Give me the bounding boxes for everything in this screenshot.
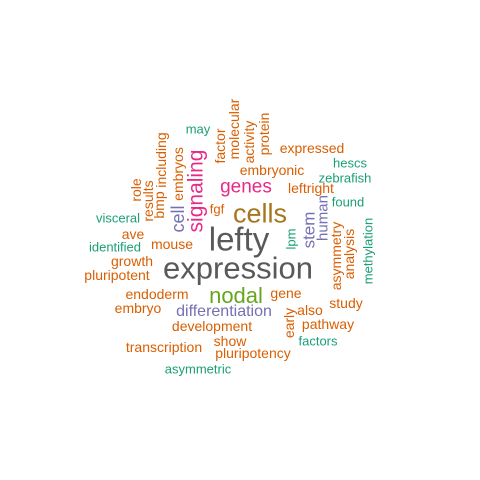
word-expression: expression <box>163 250 313 286</box>
word-leftright: leftright <box>288 180 334 196</box>
word-activity: activity <box>241 120 257 164</box>
word-protein: protein <box>256 112 272 156</box>
word-lpm: lpm <box>283 228 299 250</box>
word-visceral: visceral <box>95 210 141 226</box>
word-pathway: pathway <box>301 316 355 332</box>
word-factors: factors <box>298 333 338 349</box>
word-growth: growth <box>110 253 154 269</box>
word-nodal: nodal <box>209 283 263 308</box>
word-ave: ave <box>121 226 145 242</box>
word-embryos: embryos <box>170 147 186 201</box>
word-endoderm: endoderm <box>125 286 189 302</box>
word-lefty: lefty <box>208 220 270 258</box>
word-transcription: transcription <box>125 339 203 355</box>
word-embryonic: embryonic <box>239 162 305 178</box>
word-show: show <box>213 333 247 349</box>
word-hescs: hescs <box>333 155 367 171</box>
word-study: study <box>329 295 363 311</box>
word-including: including <box>153 132 169 188</box>
word-pluripotency: pluripotency <box>215 345 291 361</box>
word-differentiation: differentiation <box>176 303 272 320</box>
word-also: also <box>297 302 323 318</box>
word-gene: gene <box>270 285 302 301</box>
word-zebrafish: zebrafish <box>318 170 372 186</box>
word-expressed: expressed <box>279 140 345 156</box>
word-molecular: molecular <box>226 98 242 160</box>
word-analysis: analysis <box>341 228 357 280</box>
word-identified: identified <box>88 239 142 255</box>
word-cells: cells <box>232 198 288 229</box>
word-found: found <box>331 194 365 210</box>
word-early: early <box>281 307 297 339</box>
word-asymmetric: asymmetric <box>164 361 232 377</box>
word-fgf: fgf <box>209 201 225 217</box>
word-role: role <box>128 178 144 202</box>
word-development: development <box>171 318 253 334</box>
word-factor: factor <box>212 128 228 164</box>
word-mouse: mouse <box>150 236 194 252</box>
word-genes: genes <box>220 176 272 198</box>
word-pluripotent: pluripotent <box>84 267 150 283</box>
word-cell: cell <box>168 205 188 233</box>
word-may: may <box>185 121 211 137</box>
word-signaling: signaling <box>184 149 208 233</box>
word-embryo: embryo <box>114 300 162 316</box>
word-methylation: methylation <box>360 217 376 285</box>
